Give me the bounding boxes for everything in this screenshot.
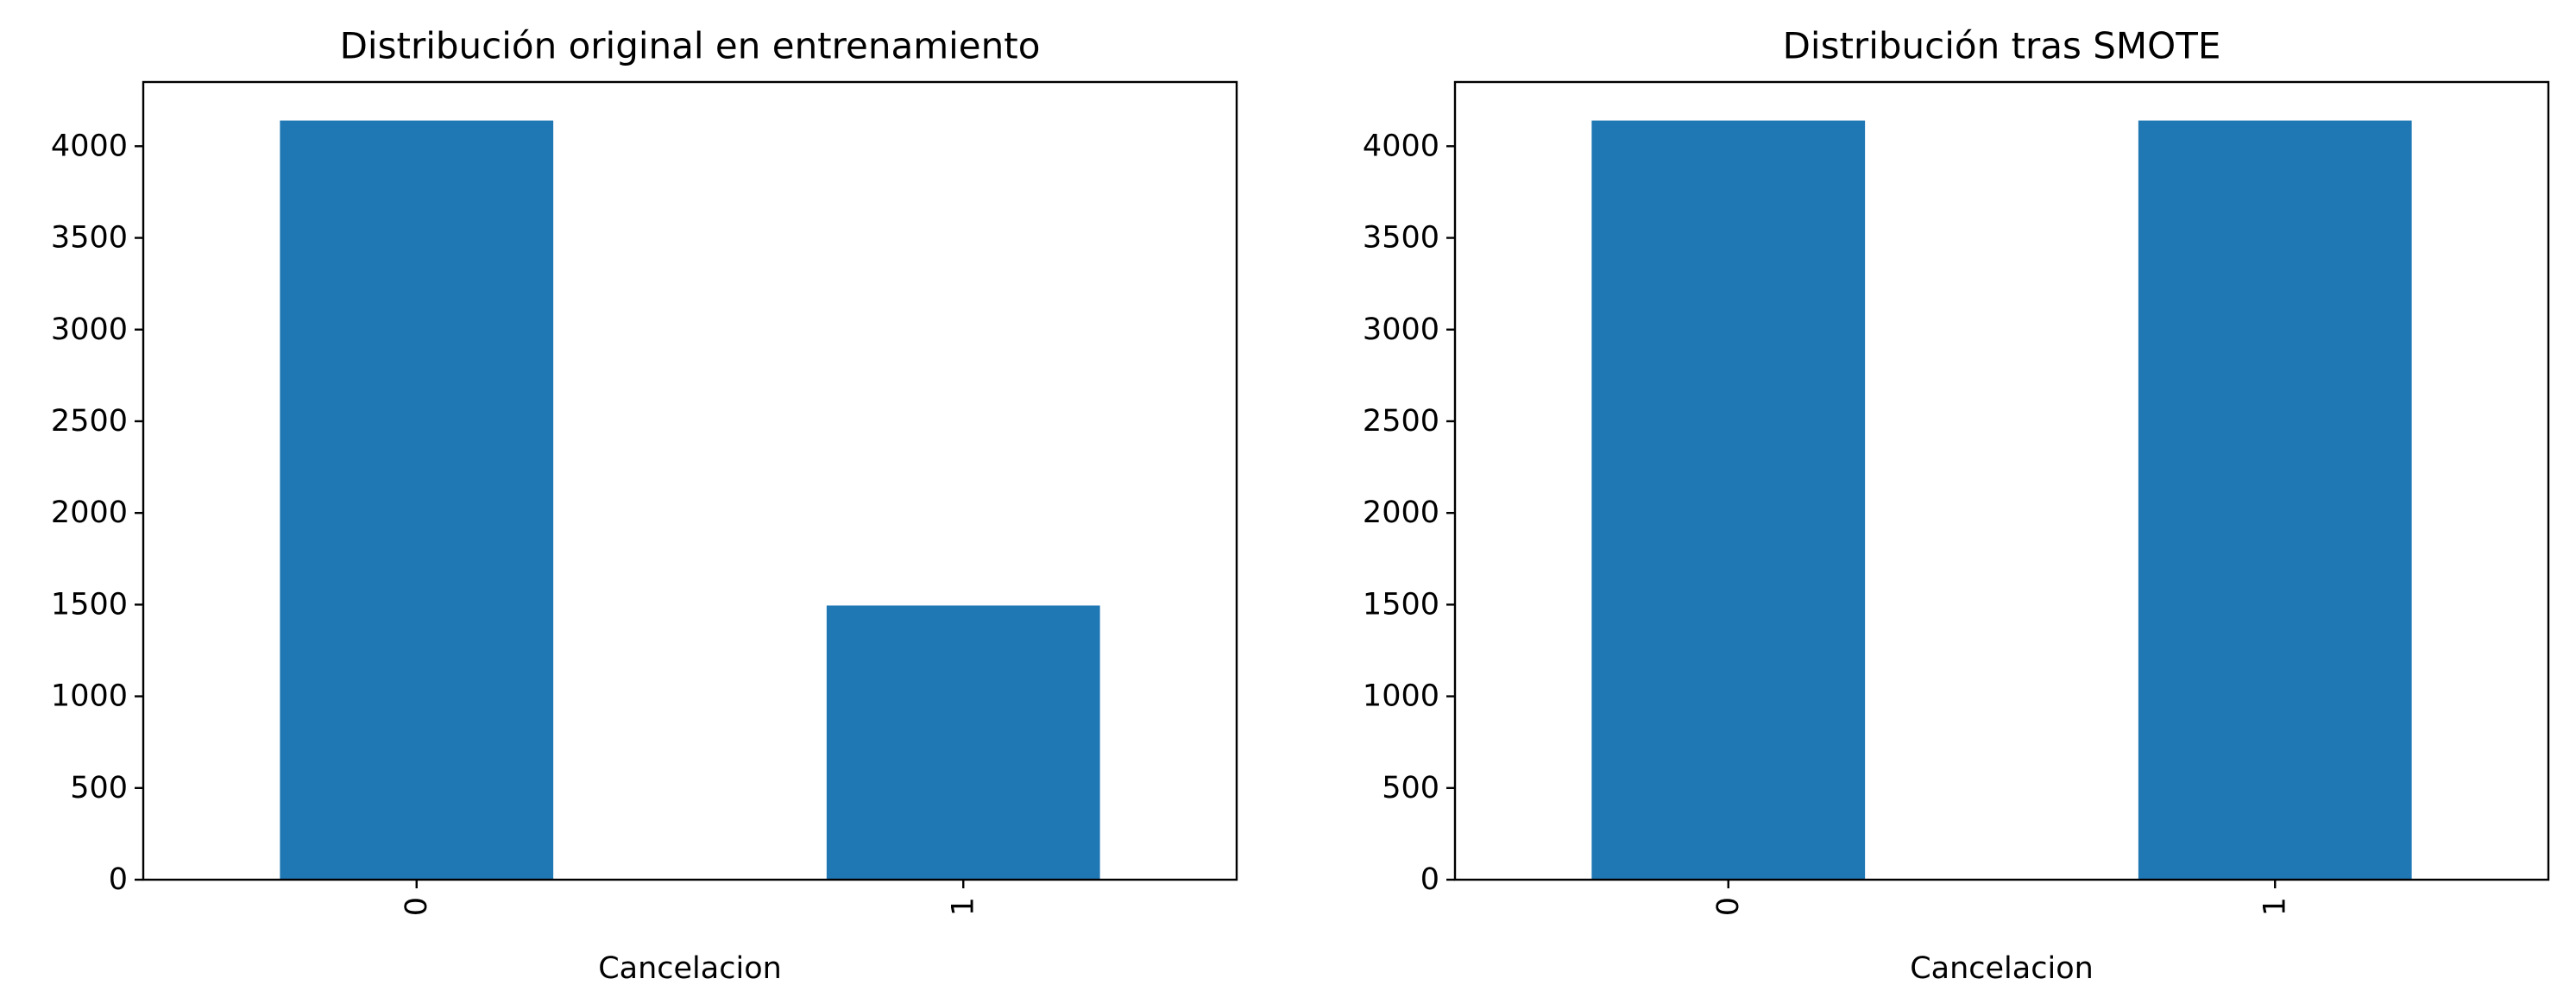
axes-frame	[142, 80, 1238, 881]
y-tick-label: 2500	[1363, 404, 1439, 439]
bar-0	[280, 120, 554, 881]
y-tick-label: 1000	[51, 679, 128, 714]
y-tick-label: 3500	[51, 221, 128, 256]
axes-frame	[1453, 80, 2550, 881]
y-tick-label: 1000	[1363, 679, 1439, 714]
left-chart-panel: 0 500 1000 1500 2000 2500 3000 3500 4000 0 1 Cancel…	[51, 25, 1238, 986]
y-tick-label: 500	[1382, 771, 1439, 805]
chart-title: Distribución original en entrenamiento	[340, 25, 1041, 67]
bar-0	[1591, 120, 1866, 881]
right-chart-panel: 0 500 1000 1500 2000 2500 3000 3500 4000 0 1 Cancel…	[1363, 25, 2550, 986]
y-tick-label: 1500	[51, 587, 128, 622]
y-tick-label: 3000	[51, 313, 128, 347]
chart-title: Distribución tras SMOTE	[1783, 25, 2221, 67]
y-tick-label: 0	[1420, 862, 1439, 897]
x-axis-label: Cancelacion	[598, 951, 782, 986]
x-tick-label: 0	[400, 897, 434, 916]
y-tick-label: 500	[70, 771, 128, 805]
y-tick-label: 3000	[1363, 313, 1439, 347]
x-tick-label: 1	[2258, 897, 2292, 916]
y-tick-label: 4000	[51, 129, 128, 163]
y-tick-label: 3500	[1363, 221, 1439, 256]
y-tick-label: 0	[109, 862, 128, 897]
x-tick-label: 1	[946, 897, 980, 916]
bar-1	[2138, 120, 2412, 881]
y-tick-label: 1500	[1363, 587, 1439, 622]
x-tick-label: 0	[1711, 897, 1746, 916]
y-tick-label: 4000	[1363, 129, 1439, 163]
y-tick-label: 2500	[51, 404, 128, 439]
y-tick-label: 2000	[51, 496, 128, 530]
bar-1	[826, 605, 1100, 880]
x-axis-label: Cancelacion	[1910, 951, 2094, 986]
y-tick-label: 2000	[1363, 496, 1439, 530]
